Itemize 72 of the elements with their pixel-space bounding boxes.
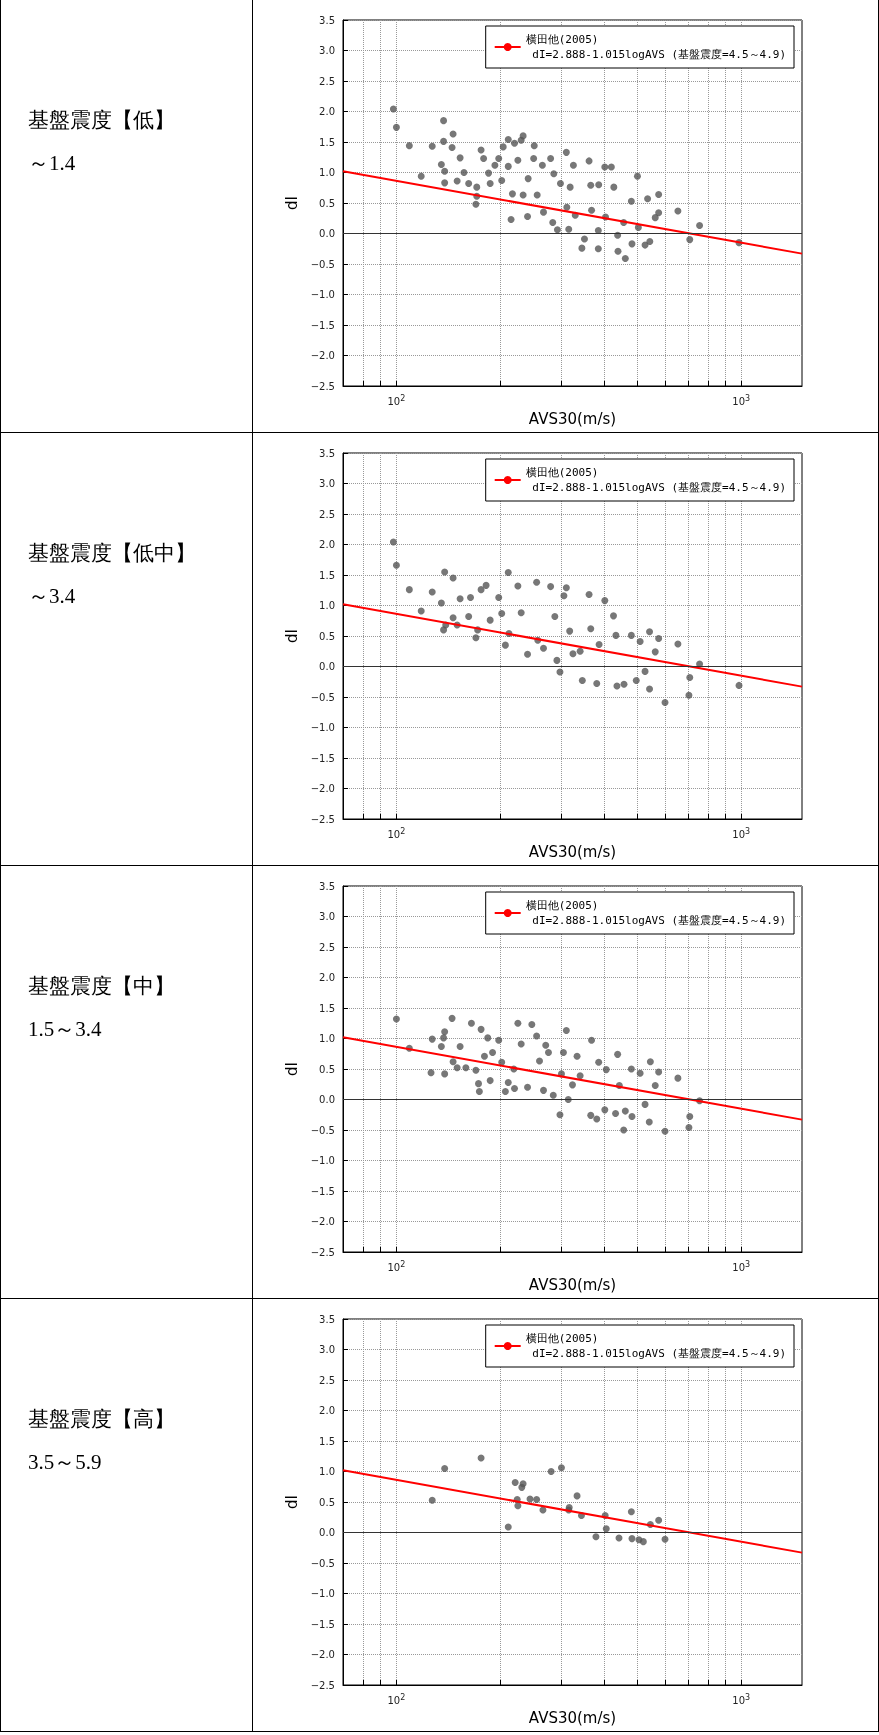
y-tick-label: 3.5: [319, 1313, 335, 1325]
y-tick-label: −1.0: [310, 1588, 335, 1599]
y-tick-label: −0.5: [310, 1124, 335, 1136]
text: ～1.4: [28, 150, 76, 175]
y-axis-title: dI: [283, 196, 302, 210]
y-tick-label: −2.0: [310, 1649, 335, 1660]
y-tick-label: 2.5: [319, 75, 335, 87]
x-axis-title: AVS30(m/s): [528, 1275, 617, 1294]
y-tick-label: 1.5: [319, 1002, 335, 1014]
y-tick-label: 0.5: [319, 630, 335, 642]
y-tick-label: 1.0: [319, 1466, 335, 1477]
y-tick-label: 3.0: [319, 478, 335, 489]
y-tick-label: −1.5: [310, 1185, 335, 1197]
y-tick-label: 1.5: [319, 1435, 335, 1447]
legend-label: 横田他(2005) dI=2.888-1.015logAVS (基盤震度=4.5～4.9): [525, 466, 787, 494]
text: 1.5～3.4: [28, 1016, 102, 1041]
y-tick-label: 3.5: [319, 880, 335, 892]
text: 基盤震度【低】: [28, 107, 175, 132]
y-tick-label: −0.5: [310, 691, 335, 703]
y-tick-label: −1.5: [310, 319, 335, 331]
y-tick-label: 0.0: [319, 1094, 335, 1105]
y-tick-label: 0.5: [319, 1496, 335, 1508]
y-tick-label: −2.5: [310, 1246, 335, 1258]
y-tick-label: −1.0: [310, 1155, 335, 1166]
y-tick-label: 2.0: [319, 539, 335, 550]
legend-label: 横田他(2005) dI=2.888-1.015logAVS (基盤震度=4.5～4.9): [525, 1332, 787, 1360]
x-axis-title: AVS30(m/s): [528, 842, 617, 861]
y-tick-label: 3.0: [319, 1344, 335, 1355]
y-tick-label: −1.0: [310, 722, 335, 733]
y-tick-label: 1.0: [319, 1033, 335, 1044]
y-tick-label: −2.5: [310, 1679, 335, 1691]
y-axis-title: dI: [283, 629, 302, 643]
legend-label: 横田他(2005) dI=2.888-1.015logAVS (基盤震度=4.5～4.9): [525, 899, 787, 927]
y-tick-label: 3.0: [319, 911, 335, 922]
y-tick-label: 2.0: [319, 972, 335, 983]
x-axis-title: AVS30(m/s): [528, 409, 617, 428]
y-tick-label: 1.5: [319, 569, 335, 581]
y-tick-label: 0.5: [319, 1063, 335, 1075]
y-tick-label: −1.0: [310, 289, 335, 300]
y-tick-label: 2.0: [319, 1405, 335, 1416]
text: ～3.4: [28, 583, 76, 608]
y-tick-label: 0.0: [319, 1527, 335, 1538]
y-tick-label: −2.0: [310, 1216, 335, 1227]
legend-label: 横田他(2005) dI=2.888-1.015logAVS (基盤震度=4.5～4.9): [525, 33, 787, 61]
y-tick-label: −0.5: [310, 1557, 335, 1569]
y-tick-label: 0.0: [319, 228, 335, 239]
x-axis-title: AVS30(m/s): [528, 1708, 617, 1727]
y-tick-label: 2.5: [319, 508, 335, 520]
y-tick-label: −2.0: [310, 350, 335, 361]
y-tick-label: −2.5: [310, 380, 335, 392]
y-tick-label: −1.5: [310, 752, 335, 764]
text: 3.5～5.9: [28, 1449, 102, 1474]
text: 基盤震度【中】: [28, 973, 175, 998]
y-tick-label: 0.0: [319, 661, 335, 672]
y-tick-label: 1.5: [319, 136, 335, 148]
y-tick-label: −1.5: [310, 1618, 335, 1630]
text: 基盤震度【低中】: [28, 540, 196, 565]
y-tick-label: 0.5: [319, 197, 335, 209]
y-tick-label: −0.5: [310, 258, 335, 270]
y-tick-label: 3.0: [319, 45, 335, 56]
y-tick-label: 1.0: [319, 600, 335, 611]
y-tick-label: −2.5: [310, 813, 335, 825]
y-tick-label: −2.0: [310, 783, 335, 794]
y-tick-label: 1.0: [319, 167, 335, 178]
y-tick-label: 3.5: [319, 14, 335, 26]
y-tick-label: 3.5: [319, 447, 335, 459]
y-axis-title: dI: [283, 1495, 302, 1509]
y-axis-title: dI: [283, 1062, 302, 1076]
y-tick-label: 2.5: [319, 1374, 335, 1386]
y-tick-label: 2.5: [319, 941, 335, 953]
y-tick-label: 2.0: [319, 106, 335, 117]
text: 基盤震度【高】: [28, 1406, 175, 1431]
